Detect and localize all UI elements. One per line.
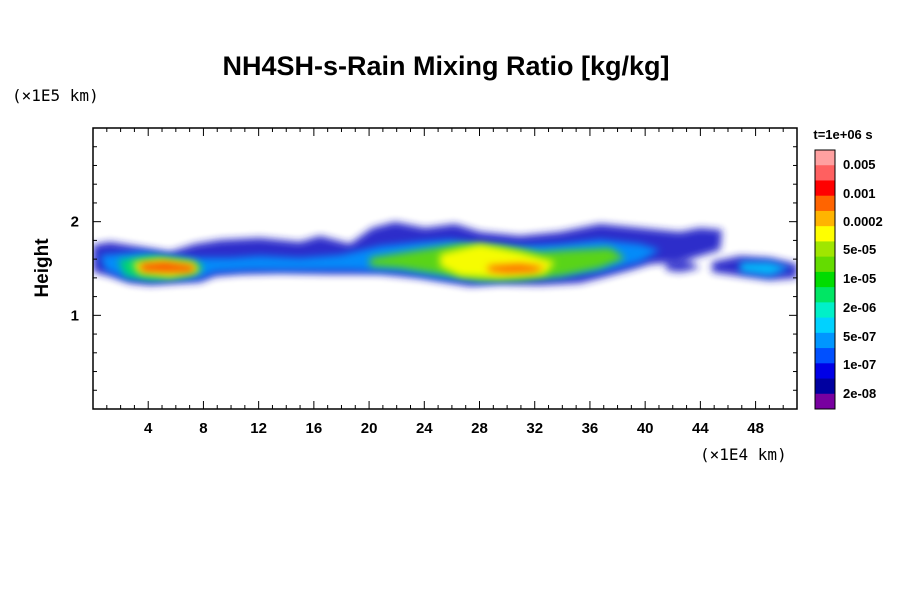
cloud-core-red-left xyxy=(140,262,195,272)
x-tick-label: 12 xyxy=(250,420,267,437)
x-tick-label: 20 xyxy=(361,420,378,437)
y-axis-label: Height xyxy=(32,238,53,298)
colorbar-swatch xyxy=(815,363,835,379)
colorbar-swatch xyxy=(815,241,835,258)
colorbar-label: 0.005 xyxy=(843,157,876,172)
colorbar-swatch xyxy=(815,180,835,197)
colorbar-label: 5e-07 xyxy=(843,329,876,344)
colorbar: 0.005 0.001 0.0002 5e-05 1e-05 2e-06 5e-07 1e-0… xyxy=(814,149,883,410)
cloud-small-patch xyxy=(666,262,700,272)
x-tick-label: 48 xyxy=(747,420,764,437)
x-tick-label: 40 xyxy=(637,420,654,437)
x-tick-label: 44 xyxy=(692,420,709,437)
time-label: t=1e+06 s xyxy=(813,127,872,142)
colorbar-swatch xyxy=(815,332,835,349)
colorbar-label: 2e-06 xyxy=(843,300,876,315)
x-ticks: 4 8 12 16 20 24 28 32 36 40 44 48 xyxy=(106,128,784,437)
colorbar-swatch xyxy=(815,150,835,166)
cloud-right-blue xyxy=(740,262,790,276)
y-tick-label: 1 xyxy=(71,307,79,324)
colorbar-swatch xyxy=(815,317,835,334)
x-tick-label: 24 xyxy=(416,420,433,437)
colorbar-swatch xyxy=(815,195,835,212)
colorbar-swatch xyxy=(815,302,835,318)
y-unit-label: (×1E5 km) xyxy=(12,86,99,105)
colorbar-swatch xyxy=(815,378,835,395)
colorbar-swatch xyxy=(815,393,835,410)
colorbar-label: 1e-05 xyxy=(843,271,876,286)
y-ticks: 12 xyxy=(71,146,797,391)
colorbar-label: 1e-07 xyxy=(843,357,876,372)
colorbar-swatch xyxy=(815,348,835,364)
cloud-field xyxy=(93,222,797,286)
colorbar-swatch xyxy=(815,287,835,303)
x-tick-label: 8 xyxy=(199,420,207,437)
plot-frame xyxy=(92,127,798,410)
x-tick-label: 28 xyxy=(471,420,488,437)
cloud-core-red-center xyxy=(488,264,545,273)
colorbar-swatch xyxy=(815,256,835,273)
colorbar-label: 5e-05 xyxy=(843,242,876,257)
colorbar-label: 0.0002 xyxy=(843,214,883,229)
colorbar-frame xyxy=(814,149,836,410)
chart-title: NH4SH-s-Rain Mixing Ratio [kg/kg] xyxy=(222,51,669,81)
colorbar-swatch xyxy=(815,271,835,288)
colorbar-swatch xyxy=(815,165,835,181)
colorbar-label: 0.001 xyxy=(843,186,876,201)
colorbar-swatch xyxy=(815,226,835,242)
x-tick-label: 32 xyxy=(526,420,543,437)
x-tick-label: 16 xyxy=(306,420,323,437)
colorbar-swatch xyxy=(815,210,835,227)
colorbar-label: 2e-08 xyxy=(843,386,876,401)
x-tick-label: 4 xyxy=(144,420,153,437)
y-tick-label: 2 xyxy=(71,214,79,231)
x-unit-label: (×1E4 km) xyxy=(700,445,787,464)
x-tick-label: 36 xyxy=(582,420,599,437)
